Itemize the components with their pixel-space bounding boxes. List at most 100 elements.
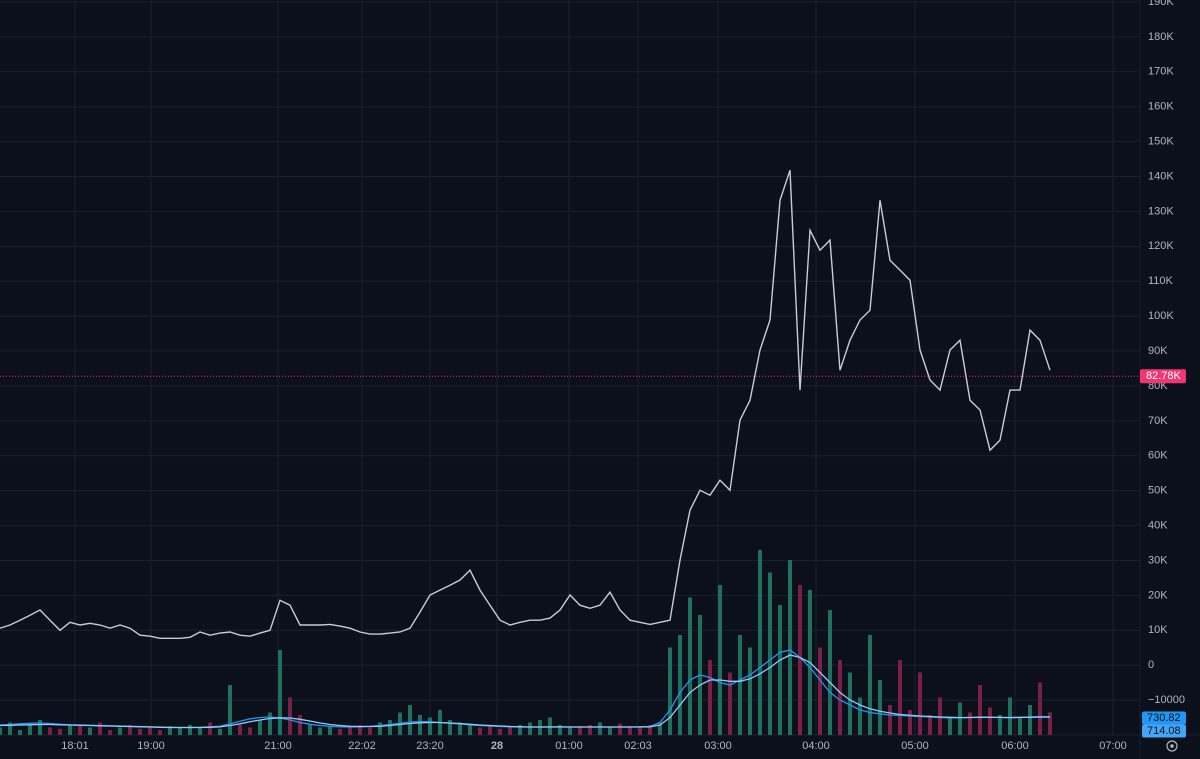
volume-bar xyxy=(568,727,572,735)
volume-bar xyxy=(718,585,722,735)
volume-bar xyxy=(168,726,172,735)
volume-bar xyxy=(528,722,532,735)
volume-bar xyxy=(888,705,892,735)
y-tick-label: 70K xyxy=(1148,415,1168,427)
x-tick-label: 23:20 xyxy=(416,740,444,752)
x-tick-label: 02:03 xyxy=(624,740,652,752)
volume-bar xyxy=(908,710,912,735)
volume-bar xyxy=(468,725,472,735)
x-tick-label: 22:02 xyxy=(348,740,376,752)
volume-bar xyxy=(418,715,422,735)
volume-bar xyxy=(288,697,292,735)
settings-ring[interactable] xyxy=(1166,740,1178,752)
volume-bar xyxy=(668,647,672,735)
y-tick-label: 0 xyxy=(1148,659,1154,671)
volume-bar xyxy=(638,727,642,735)
x-tick-label: 04:00 xyxy=(802,740,830,752)
volume-bar xyxy=(218,728,222,735)
volume-bar xyxy=(608,727,612,735)
y-tick-label: 120K xyxy=(1148,240,1174,252)
volume-bar xyxy=(68,725,72,735)
volume-bar xyxy=(508,727,512,735)
y-tick-label: 130K xyxy=(1148,205,1174,217)
volume-bar xyxy=(1008,697,1012,735)
x-tick-label: 19:00 xyxy=(137,740,165,752)
volume-bar xyxy=(748,647,752,735)
ma-value-label: 714.08 xyxy=(1147,725,1181,737)
volume-bar xyxy=(948,717,952,735)
y-tick-label: 50K xyxy=(1148,485,1168,497)
volume-bar xyxy=(358,725,362,735)
volume-bar xyxy=(1048,712,1052,735)
volume-bar xyxy=(658,722,662,735)
y-tick-label: −10000 xyxy=(1148,694,1185,706)
volume-bar xyxy=(298,715,302,735)
settings-icon[interactable] xyxy=(1166,740,1178,752)
x-tick-label: 21:00 xyxy=(264,740,292,752)
volume-bar xyxy=(578,726,582,735)
volume-bar xyxy=(758,550,762,735)
volume-bar xyxy=(738,635,742,735)
y-tick-label: 180K xyxy=(1148,31,1174,43)
volume-bar xyxy=(768,572,772,735)
volume-bar xyxy=(378,722,382,735)
x-tick-label: 07:00 xyxy=(1099,740,1127,752)
volume-bar xyxy=(978,685,982,735)
volume-bar xyxy=(618,723,622,735)
y-tick-label: 90K xyxy=(1148,345,1168,357)
volume-bar xyxy=(458,722,462,735)
grid xyxy=(0,0,1140,735)
volume-bar xyxy=(198,727,202,735)
x-tick-label: 03:00 xyxy=(704,740,732,752)
volume-bar xyxy=(688,597,692,735)
volume-bar xyxy=(988,707,992,735)
volume-bar xyxy=(488,726,492,735)
volume-bar xyxy=(328,726,332,735)
volume-bar xyxy=(448,720,452,735)
volume-bar xyxy=(818,647,822,735)
volume-bar xyxy=(678,635,682,735)
volume-bar xyxy=(478,727,482,735)
ma-value-badge xyxy=(1142,724,1186,738)
settings-dot[interactable] xyxy=(1170,744,1174,748)
y-tick-label: 110K xyxy=(1148,275,1174,287)
volume-bar xyxy=(78,726,82,735)
volume-bar xyxy=(898,660,902,735)
y-tick-label: 140K xyxy=(1148,170,1174,182)
volume-bar xyxy=(928,715,932,735)
volume-bar xyxy=(388,720,392,735)
y-tick-label: 170K xyxy=(1148,66,1174,78)
volume-bar xyxy=(878,680,882,735)
volume-bar xyxy=(58,728,62,735)
y-tick-label: 190K xyxy=(1148,0,1174,8)
volume-bar xyxy=(208,722,212,735)
volume-bar xyxy=(958,702,962,735)
volume-bar xyxy=(938,697,942,735)
price-line xyxy=(0,169,1051,639)
volume-bar xyxy=(998,715,1002,735)
volume-bar xyxy=(798,585,802,735)
y-tick-label: 150K xyxy=(1148,136,1174,148)
volume-bar xyxy=(98,722,102,735)
volume-bar xyxy=(0,727,2,735)
volume-bar xyxy=(598,722,602,735)
volume-bar xyxy=(918,672,922,735)
volume-bar xyxy=(828,610,832,735)
volume-bar xyxy=(778,605,782,735)
volume-bar xyxy=(1038,682,1042,735)
volume-bar xyxy=(338,728,342,735)
x-tick-label: 01:00 xyxy=(555,740,583,752)
x-tick-label: 28 xyxy=(491,740,503,752)
volume-bar xyxy=(118,727,122,735)
volume-bar xyxy=(348,727,352,735)
volume-bar xyxy=(498,728,502,735)
volume-bar xyxy=(408,705,412,735)
volume-bar xyxy=(138,728,142,735)
volume-bar xyxy=(268,712,272,735)
x-tick-label: 18:01 xyxy=(61,740,89,752)
volume-bar xyxy=(28,725,32,735)
volume-bar xyxy=(158,730,162,735)
volume-bar xyxy=(248,727,252,735)
volume-bar xyxy=(38,720,42,735)
